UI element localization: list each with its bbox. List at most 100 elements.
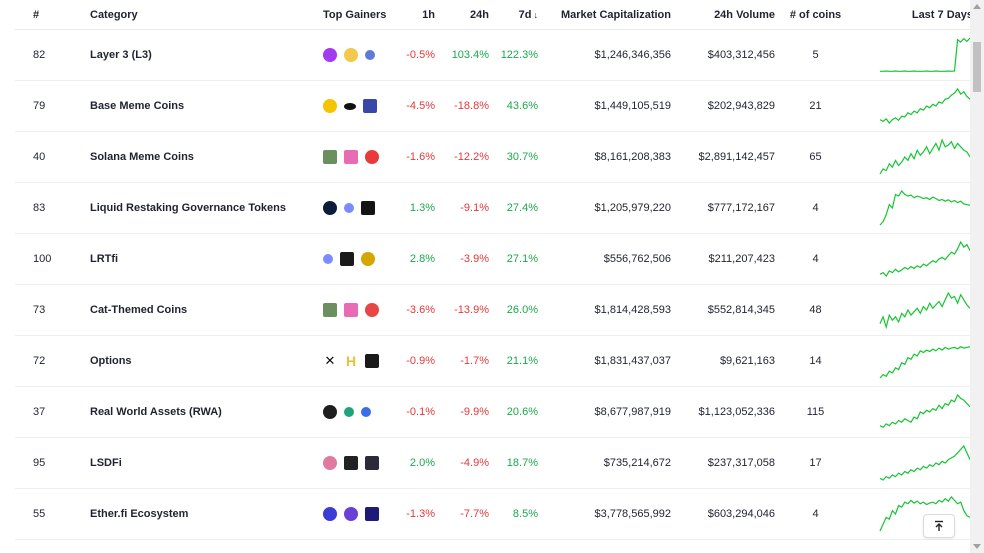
red-token-icon[interactable] [365, 150, 379, 164]
blue-circle-token-icon[interactable] [323, 507, 337, 521]
row-change-24h: -7.7% [435, 488, 489, 540]
sparkline-series [879, 240, 970, 277]
coin-token-icon[interactable] [361, 252, 375, 266]
cat-token-icon[interactable] [365, 303, 379, 317]
scroll-to-top-button[interactable] [923, 514, 955, 538]
orange-bars-token-icon[interactable] [365, 354, 379, 368]
table-row[interactable]: 83 Liquid Restaking Governance Tokens 1.3%… [15, 182, 970, 234]
sparkline-series [879, 346, 970, 379]
scrollbar-thumb[interactable] [973, 42, 981, 92]
navy-square-token-icon[interactable] [365, 507, 379, 521]
pink-token-icon[interactable] [323, 456, 337, 470]
dark-x-token-icon[interactable] [323, 405, 337, 419]
row-num-coins: 5 [775, 29, 856, 81]
sparkline-series [879, 393, 970, 429]
row-change-1h: -0.9% [395, 335, 435, 387]
category-link[interactable]: Base Meme Coins [90, 100, 185, 112]
table-row[interactable]: 95 LSDFi 2.0% -4.9% 18.7% $735,214,672 $237,31… [15, 437, 970, 489]
row-volume: $2,891,142,457 [671, 131, 775, 183]
scroll-up-arrow-icon[interactable] [973, 4, 981, 9]
row-change-7d: 21.1% [489, 335, 538, 387]
unicorn-token-icon[interactable] [344, 303, 358, 317]
pixel-token-icon[interactable] [323, 150, 337, 164]
black-token-icon[interactable] [344, 102, 356, 110]
sort-desc-icon: ↓ [533, 9, 539, 20]
row-top-gainers [310, 131, 395, 183]
row-market-cap: $8,677,987,919 [538, 386, 671, 438]
scroll-down-arrow-icon[interactable] [973, 544, 981, 549]
grid-token-icon[interactable] [340, 252, 354, 266]
sparkline-chart [879, 346, 970, 379]
header-rank[interactable]: # [15, 0, 73, 30]
header-24h[interactable]: 24h [435, 0, 489, 30]
h-token-icon[interactable]: H [345, 353, 357, 369]
sparkline-chart [879, 444, 970, 481]
category-link[interactable]: LSDFi [90, 457, 122, 469]
row-category: Layer 3 (L3) [73, 29, 310, 81]
drop-token-icon[interactable] [344, 203, 354, 213]
x-token-icon[interactable]: ✕ [324, 353, 336, 368]
row-market-cap: $1,246,346,356 [538, 29, 671, 81]
row-change-24h: -12.2% [435, 131, 489, 183]
black-square-token-icon[interactable] [361, 201, 375, 215]
green-token-icon[interactable] [344, 407, 354, 417]
unicorn-token-icon[interactable] [344, 150, 358, 164]
header-num-coins[interactable]: # of coins [775, 0, 856, 30]
row-change-24h: -18.8% [435, 80, 489, 132]
row-num-coins: 14 [775, 335, 856, 387]
dark-blue-token-icon[interactable] [323, 201, 337, 215]
row-rank: 95 [15, 437, 73, 489]
table-row[interactable]: 73 Cat-Themed Coins -3.6% -13.9% 26.0% $1,814… [15, 284, 970, 336]
header-last-7-days: Last 7 Days [856, 0, 970, 30]
sparkline-chart [879, 190, 970, 226]
header-category[interactable]: Category [73, 0, 310, 30]
table-row[interactable]: 37 Real World Assets (RWA) -0.1% -9.9% 20.6%… [15, 386, 970, 438]
header-1h[interactable]: 1h [395, 0, 435, 30]
category-link[interactable]: Options [90, 355, 132, 367]
crown-token-icon[interactable] [344, 456, 358, 470]
purple-token-icon[interactable] [323, 48, 337, 62]
top-gainers-icons [323, 455, 395, 471]
sparkline-series [879, 291, 970, 330]
robot-token-icon[interactable] [363, 99, 377, 113]
row-change-24h: -4.9% [435, 437, 489, 489]
category-link[interactable]: Layer 3 (L3) [90, 49, 152, 61]
category-link[interactable]: Liquid Restaking Governance Tokens [90, 202, 287, 214]
category-link[interactable]: Cat-Themed Coins [90, 304, 188, 316]
row-change-24h: 103.4% [435, 29, 489, 81]
table-row[interactable]: 40 Solana Meme Coins -1.6% -12.2% 30.7% $8,16… [15, 131, 970, 183]
pixel-token-icon[interactable] [323, 303, 337, 317]
degen-token-icon[interactable] [344, 48, 358, 62]
top-gainers-icons [323, 47, 395, 63]
header-volume[interactable]: 24h Volume [671, 0, 775, 30]
category-link[interactable]: Ether.fi Ecosystem [90, 508, 189, 520]
row-category: Real World Assets (RWA) [73, 386, 310, 438]
blue-arrow-token-icon[interactable] [361, 407, 371, 417]
category-link[interactable]: Real World Assets (RWA) [90, 406, 222, 418]
purple-circle-token-icon[interactable] [344, 507, 358, 521]
top-gainers-icons [323, 200, 395, 216]
drop-token-icon[interactable] [323, 254, 333, 264]
table-row[interactable]: 55 Ether.fi Ecosystem -1.3% -7.7% 8.5% $3,778… [15, 488, 970, 540]
header-7d[interactable]: 7d ↓ [489, 0, 538, 30]
row-change-7d: 30.7% [489, 131, 538, 183]
table-row[interactable]: 82 Layer 3 (L3) -0.5% 103.4% 122.3% $1,246,34… [15, 29, 970, 81]
header-market-cap[interactable]: Market Capitalization [538, 0, 671, 30]
row-rank: 40 [15, 131, 73, 183]
sparkline-chart [879, 138, 970, 175]
header-top-gainers: Top Gainers [310, 0, 395, 30]
category-link[interactable]: LRTfi [90, 253, 119, 265]
table-row[interactable]: 100 LRTfi 2.8% -3.9% 27.1% $556,762,506 $211,2… [15, 233, 970, 285]
category-link[interactable]: Solana Meme Coins [90, 151, 194, 163]
blue-token-icon[interactable] [365, 50, 375, 60]
table-row[interactable]: 72 Options ✕ H -0.9% -1.7% 21.1% $1,831,437,037… [15, 335, 970, 387]
dark-square-token-icon[interactable] [365, 456, 379, 470]
sparkline-series [880, 37, 970, 72]
row-change-7d: 26.0% [489, 284, 538, 336]
row-market-cap: $1,205,979,220 [538, 182, 671, 234]
vertical-scrollbar[interactable] [970, 0, 984, 553]
yellow-smiley-token-icon[interactable] [323, 99, 337, 113]
row-top-gainers [310, 29, 395, 81]
table-row[interactable]: 79 Base Meme Coins -4.5% -18.8% 43.6% $1,449,… [15, 80, 970, 132]
arrow-to-top-icon [935, 520, 943, 531]
